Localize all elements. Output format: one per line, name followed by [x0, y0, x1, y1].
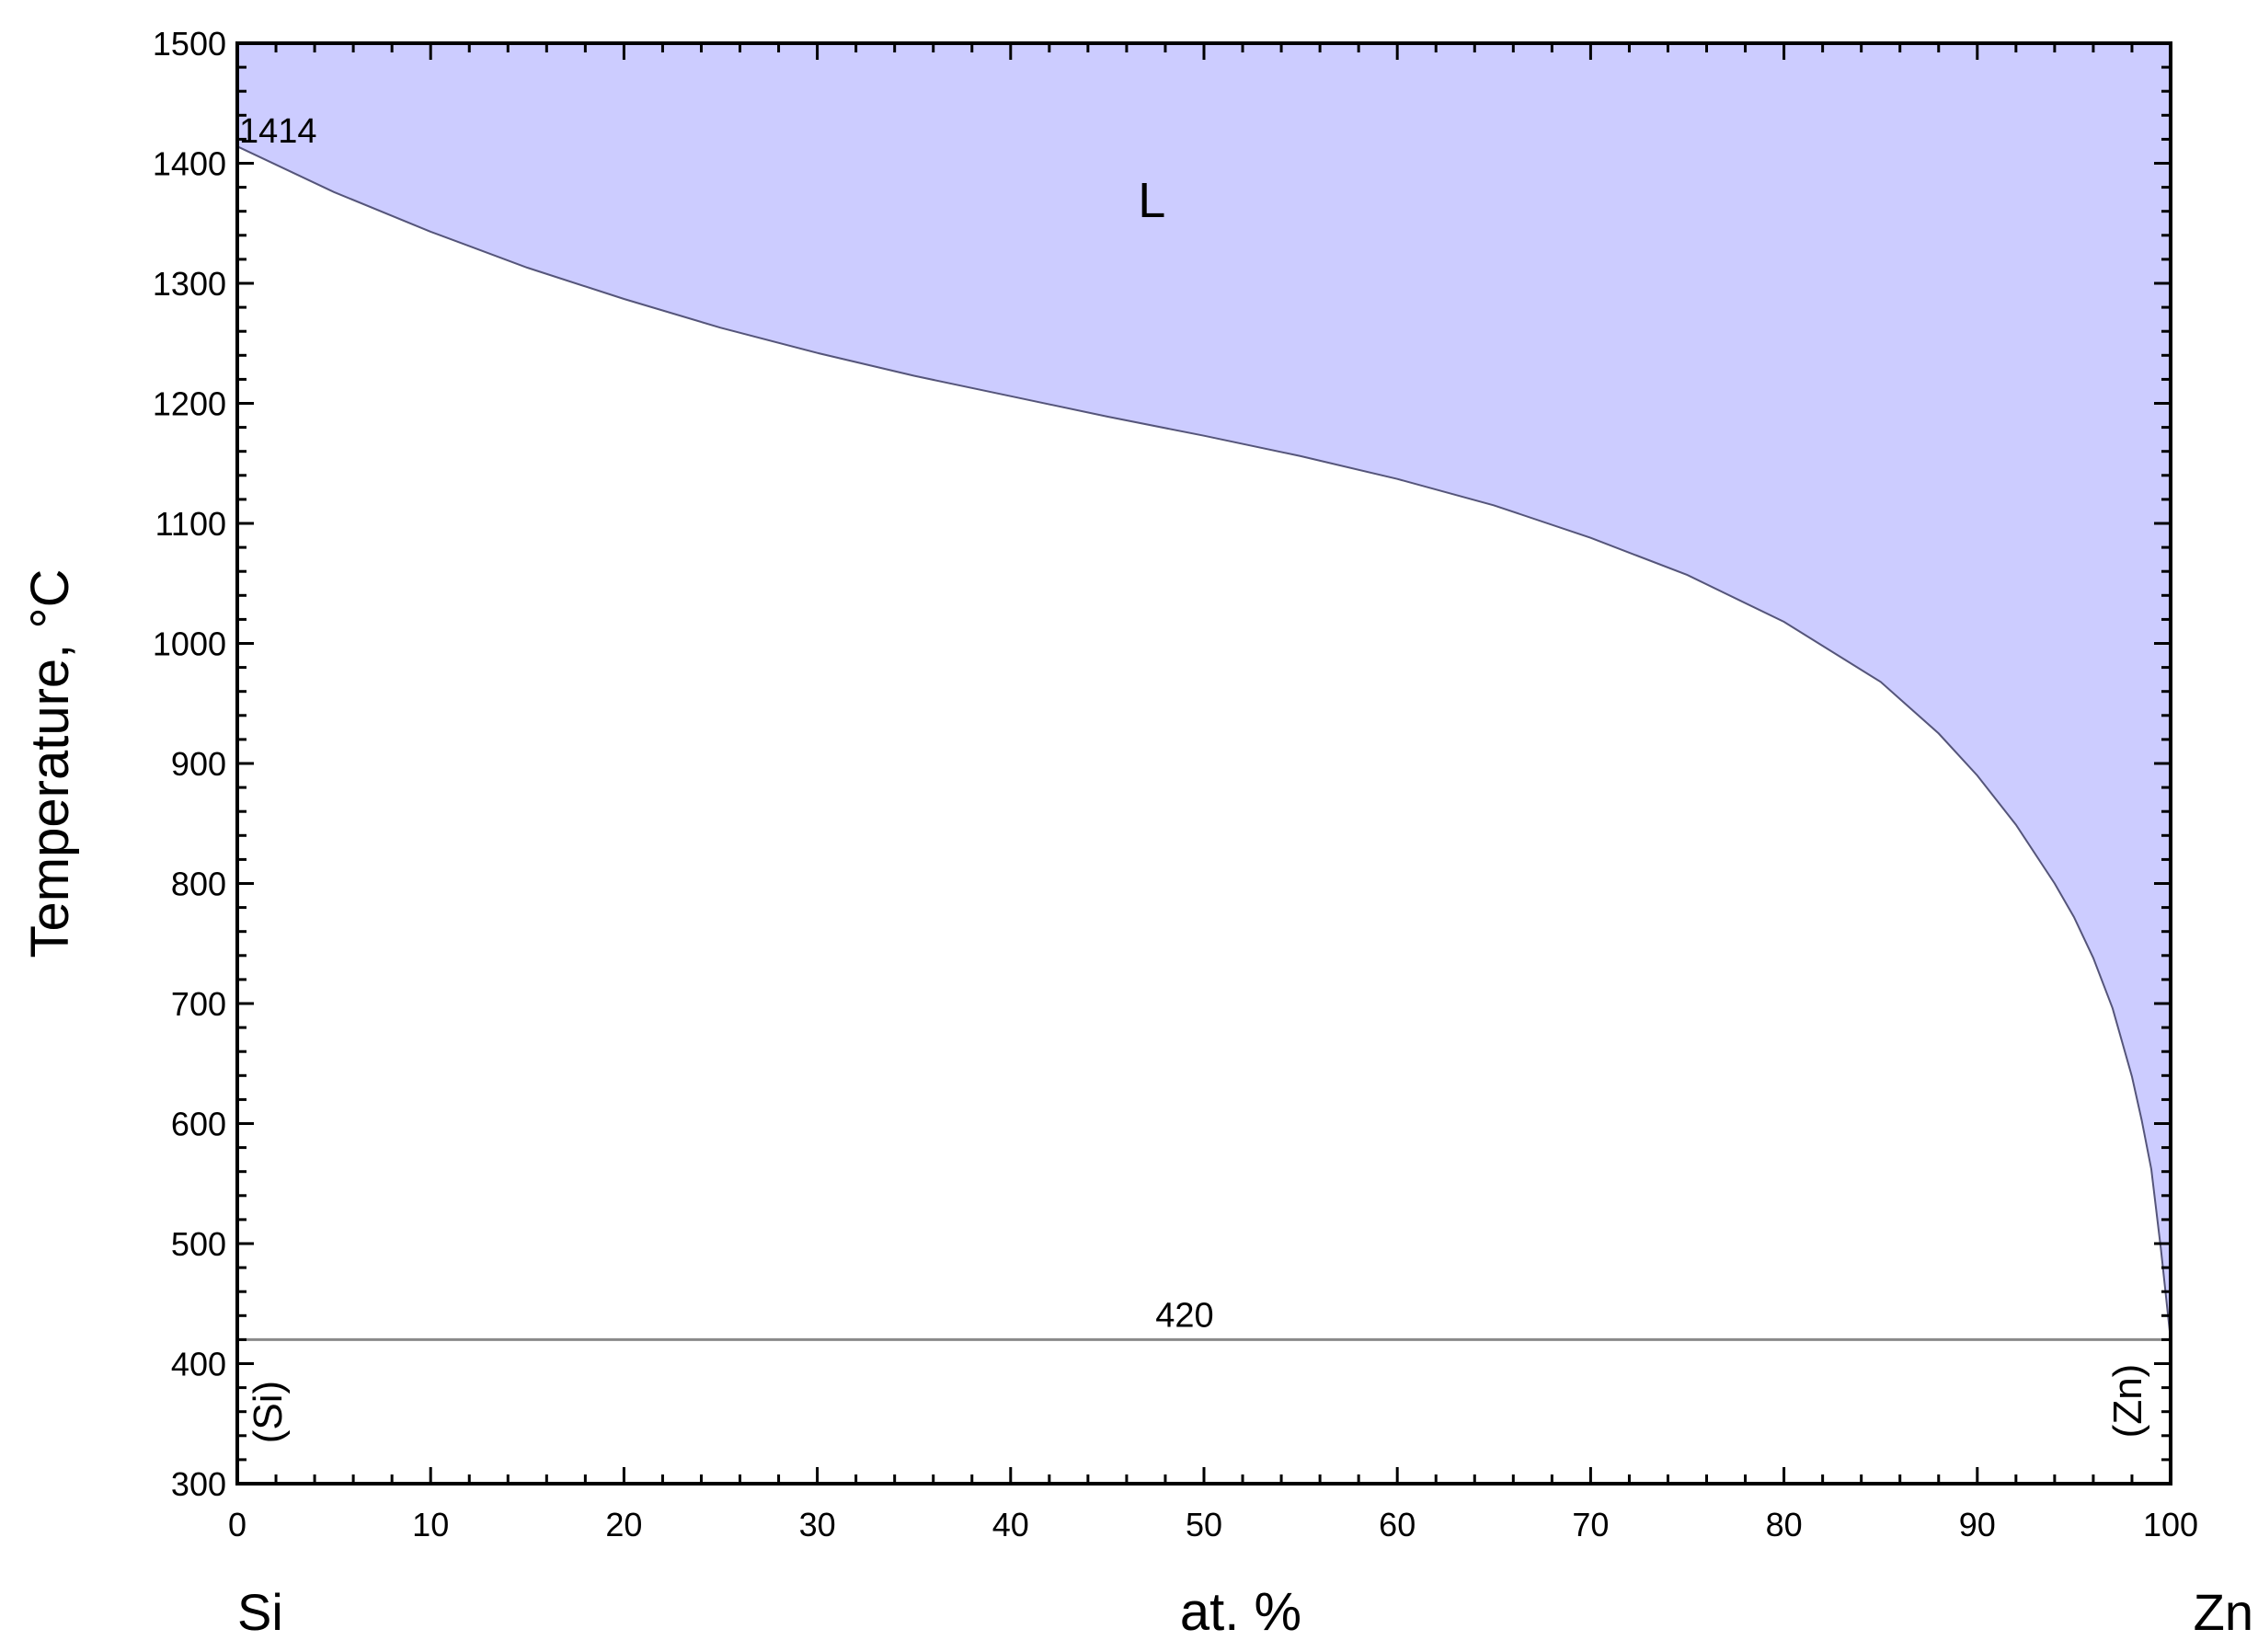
y-tick-label: 1400	[153, 145, 226, 183]
y-tick-label: 300	[171, 1465, 226, 1503]
chart-lines	[236, 145, 2172, 1341]
y-tick-label: 400	[171, 1346, 226, 1383]
right-component-label: Zn	[2194, 1583, 2253, 1641]
y-tick-label: 600	[171, 1106, 226, 1143]
axis-ticks	[235, 41, 2172, 1486]
x-tick-label: 20	[605, 1506, 642, 1543]
y-axis-title: Temperature, °C	[20, 569, 80, 958]
eutectic-temperature-label: 420	[1155, 1296, 1213, 1335]
liquid-region-label: L	[1138, 173, 1165, 228]
y-tick-label: 1300	[153, 265, 226, 303]
x-tick-label: 50	[1186, 1506, 1222, 1543]
left-component-label: Si	[237, 1583, 283, 1641]
x-tick-label: 0	[228, 1506, 246, 1543]
liquidus-curve	[236, 145, 2172, 1340]
x-tick-label: 100	[2143, 1506, 2198, 1543]
si-phase-label: (Si)	[246, 1381, 291, 1443]
x-tick-label: 70	[1572, 1506, 1609, 1543]
x-tick-label: 90	[1959, 1506, 1996, 1543]
region-fills	[237, 43, 2171, 1340]
y-tick-label: 1100	[155, 505, 226, 543]
y-tick-label: 700	[171, 985, 226, 1023]
x-tick-label: 30	[799, 1506, 836, 1543]
y-tick-label: 500	[171, 1225, 226, 1263]
y-tick-label: 1000	[153, 625, 226, 663]
liquid-region-fill	[237, 43, 2171, 1340]
x-tick-label: 60	[1379, 1506, 1416, 1543]
chart-labels: 0 10 20 30 40 50 60 70 80 90 100 300 400 500 600 700 800…	[20, 25, 2253, 1642]
y-tick-label: 1500	[153, 25, 226, 63]
zn-phase-label: (Zn)	[2105, 1364, 2150, 1439]
y-tick-label: 800	[171, 866, 226, 903]
melting-point-annotation: 1414	[239, 112, 317, 151]
x-tick-label: 40	[992, 1506, 1029, 1543]
y-tick-label: 1200	[153, 385, 226, 423]
x-axis-title: at. %	[1180, 1582, 1301, 1642]
x-tick-label: 10	[412, 1506, 449, 1543]
y-tick-label: 900	[171, 745, 226, 783]
x-tick-label: 80	[1766, 1506, 1803, 1543]
